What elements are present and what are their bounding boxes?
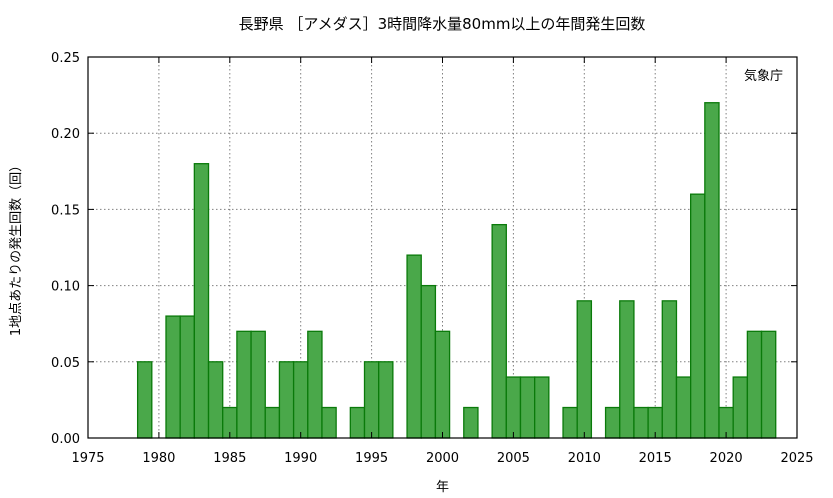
x-tick-label: 2000 [426,451,459,466]
bar-1991 [307,330,323,439]
bar-2019 [704,102,720,439]
bar-1987 [250,330,266,439]
x-tick-label: 1995 [355,451,388,466]
y-tick-label: 0.10 [51,280,80,295]
x-tick-label: 2005 [497,451,530,466]
y-tick-label: 0.25 [51,51,80,66]
bar-1984 [207,361,224,439]
y-axis-label: 1地点あたりの発生回数（回） [9,159,24,336]
chart-title: 長野県 ［アメダス］3時間降水量80mm以上の年間発生回数 [239,15,646,33]
bar-1996 [378,361,394,439]
bar-1992 [321,406,337,439]
x-tick-label: 2010 [568,451,601,466]
axis-ticks: 1975 1980 1985 1990 1995 2000 2005 2010 2015 2020… [51,51,814,466]
bar-2022 [746,330,763,439]
bar-1986 [236,330,252,439]
y-tick-label: 0.00 [51,432,80,447]
bar-2004 [491,223,507,439]
x-axis-label: 年 [436,480,449,495]
bar-2016 [661,300,678,439]
bars [136,102,777,439]
y-tick-label: 0.05 [51,356,80,371]
bar-1998 [406,254,422,439]
bar-1995 [363,361,380,439]
x-tick-label: 2020 [710,451,743,466]
bar-1990 [292,361,309,439]
x-tick-label: 1985 [213,451,246,466]
bar-1982 [179,315,195,439]
bar-2014 [633,406,649,439]
y-tick-label: 0.15 [51,203,80,218]
bar-2018 [690,193,706,439]
bar-1988 [264,406,281,439]
bar-2023 [760,330,777,439]
bar-1989 [278,361,295,439]
x-tick-label: 2025 [780,451,813,466]
bar-2005 [505,376,522,439]
bar-1979 [136,361,153,439]
bar-1981 [165,315,181,439]
bar-2002 [463,406,479,439]
source-annotation: 気象庁 [744,68,783,84]
x-tick-label: 1990 [284,451,317,466]
y-tick-label: 0.20 [51,127,80,142]
bar-2000 [434,330,451,439]
bar-1999 [420,284,437,439]
x-tick-label: 2015 [639,451,672,466]
bar-2017 [675,376,692,439]
bar-2009 [562,406,578,439]
bar-2021 [732,376,749,439]
x-tick-label: 1975 [71,451,104,466]
x-tick-label: 1980 [142,451,175,466]
bar-1983 [193,163,210,439]
bar-2010 [576,300,593,439]
bar-2006 [519,376,536,439]
bar-2012 [604,406,621,439]
bar-1994 [349,406,366,439]
bar-2007 [534,376,550,439]
bar-2013 [619,300,635,439]
